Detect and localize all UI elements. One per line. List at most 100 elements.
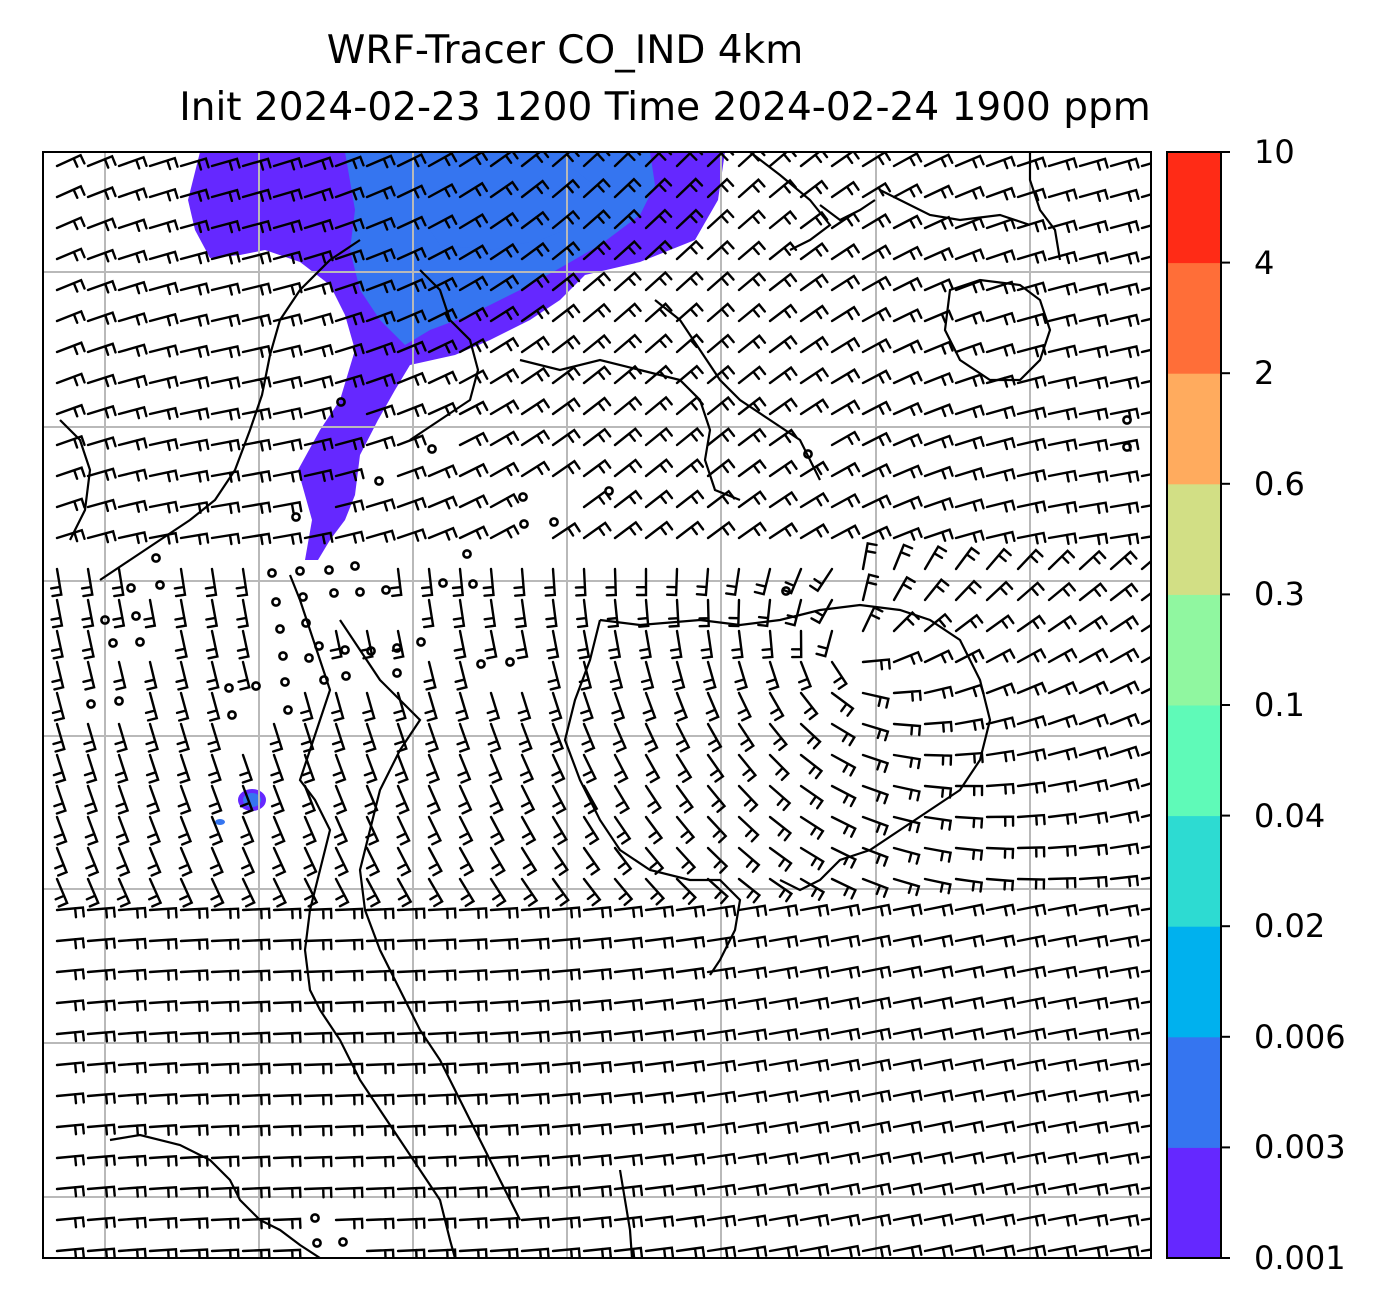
wind-barb bbox=[985, 877, 1015, 892]
wind-barb bbox=[954, 154, 985, 169]
wind-barb bbox=[1109, 810, 1140, 824]
wind-barb bbox=[179, 375, 210, 390]
wind-barb bbox=[582, 271, 611, 292]
wind-barb bbox=[210, 407, 241, 421]
wind-barb bbox=[1078, 251, 1109, 265]
wind-barb bbox=[456, 722, 471, 753]
wind-barb bbox=[954, 877, 984, 893]
wind-barb bbox=[799, 179, 829, 199]
wind-barb bbox=[613, 1153, 644, 1167]
calm-wind-marker bbox=[251, 681, 261, 691]
wind-barb bbox=[365, 498, 396, 512]
wind-barb bbox=[706, 239, 735, 261]
wind-barb bbox=[892, 245, 923, 261]
wind-barb bbox=[892, 495, 923, 510]
wind-barb bbox=[582, 753, 598, 784]
wind-barb bbox=[175, 660, 189, 691]
wind-barb bbox=[396, 371, 427, 386]
wind-barb bbox=[458, 1093, 488, 1106]
wind-barb bbox=[1047, 407, 1078, 421]
wind-barb bbox=[923, 496, 954, 511]
wind-barb bbox=[179, 1155, 209, 1168]
wind-barb bbox=[482, 567, 495, 597]
wind-barb bbox=[396, 403, 427, 417]
wind-barb bbox=[892, 1151, 923, 1165]
calm-wind-marker bbox=[392, 668, 402, 678]
wind-barb bbox=[613, 784, 631, 815]
wind-barb bbox=[1078, 1244, 1109, 1258]
wind-barb bbox=[706, 904, 737, 918]
wind-barb bbox=[458, 815, 474, 846]
wind-barb bbox=[272, 1000, 302, 1013]
wind-barb bbox=[985, 716, 1016, 730]
wind-barb bbox=[488, 753, 503, 784]
wind-barb bbox=[489, 1185, 519, 1198]
wind-barb bbox=[1078, 532, 1109, 546]
wind-barb bbox=[674, 691, 689, 722]
wind-barb bbox=[551, 152, 580, 168]
wind-barb bbox=[396, 1124, 426, 1137]
colorbar-tick-label: 0.04 bbox=[1254, 796, 1326, 835]
wind-barb bbox=[173, 567, 187, 598]
wind-barb bbox=[985, 1182, 1016, 1196]
wind-barb bbox=[148, 344, 179, 358]
wind-barb bbox=[613, 1091, 644, 1105]
wind-barb bbox=[520, 398, 550, 416]
wind-barb bbox=[334, 249, 365, 263]
wind-barb bbox=[582, 333, 612, 354]
wind-barb bbox=[923, 1058, 954, 1072]
wind-barb bbox=[148, 250, 179, 264]
wind-barb bbox=[1078, 843, 1109, 856]
wind-barb bbox=[303, 531, 334, 545]
wind-barb bbox=[1140, 876, 1151, 881]
colorbar-segment bbox=[1167, 483, 1221, 595]
wind-barb bbox=[272, 156, 303, 171]
wind-barb bbox=[1109, 1028, 1140, 1041]
wind-barb bbox=[210, 501, 241, 515]
wind-barb bbox=[954, 546, 980, 571]
calm-wind-marker bbox=[392, 643, 402, 653]
wind-barb bbox=[737, 427, 767, 447]
wind-barb bbox=[55, 497, 86, 512]
wind-barb bbox=[706, 364, 735, 385]
wind-barb bbox=[1109, 532, 1140, 546]
wind-barb bbox=[609, 660, 624, 691]
wind-barb bbox=[241, 438, 272, 452]
wind-barb bbox=[1016, 996, 1047, 1010]
wind-barb bbox=[810, 598, 834, 625]
wind-barb bbox=[179, 188, 210, 202]
wind-barb bbox=[799, 691, 819, 721]
wind-barb bbox=[55, 466, 86, 480]
wind-barb bbox=[799, 460, 829, 478]
wind-barb bbox=[923, 246, 954, 261]
calm-wind-marker bbox=[227, 710, 237, 720]
wind-barb bbox=[303, 375, 334, 389]
wind-barb bbox=[695, 567, 710, 597]
colorbar-tick-label: 2 bbox=[1254, 354, 1275, 393]
wind-barb bbox=[453, 629, 467, 660]
wind-barb bbox=[551, 1061, 581, 1074]
wind-barb bbox=[737, 877, 762, 904]
wind-barb bbox=[582, 1060, 612, 1074]
wind-barb bbox=[458, 877, 476, 908]
wind-barb bbox=[427, 1031, 457, 1044]
wind-barb bbox=[115, 784, 130, 815]
wind-barb bbox=[675, 1029, 706, 1042]
wind-barb bbox=[799, 846, 825, 871]
wind-barb bbox=[768, 1245, 799, 1258]
wind-barb bbox=[148, 406, 179, 420]
wind-barb bbox=[644, 1184, 675, 1197]
calm-wind-marker bbox=[374, 476, 384, 486]
wind-barb bbox=[737, 240, 766, 261]
wind-barb bbox=[861, 877, 889, 898]
wind-barb bbox=[1047, 844, 1077, 857]
wind-barb bbox=[675, 998, 706, 1011]
wind-barb bbox=[303, 437, 334, 451]
wind-barb bbox=[334, 311, 365, 326]
wind-barb bbox=[675, 426, 704, 447]
wind-barb bbox=[241, 846, 256, 877]
wind-barb bbox=[768, 209, 797, 230]
wind-barb bbox=[489, 461, 520, 478]
wind-barb bbox=[241, 282, 272, 296]
wind-barb bbox=[1047, 282, 1078, 296]
